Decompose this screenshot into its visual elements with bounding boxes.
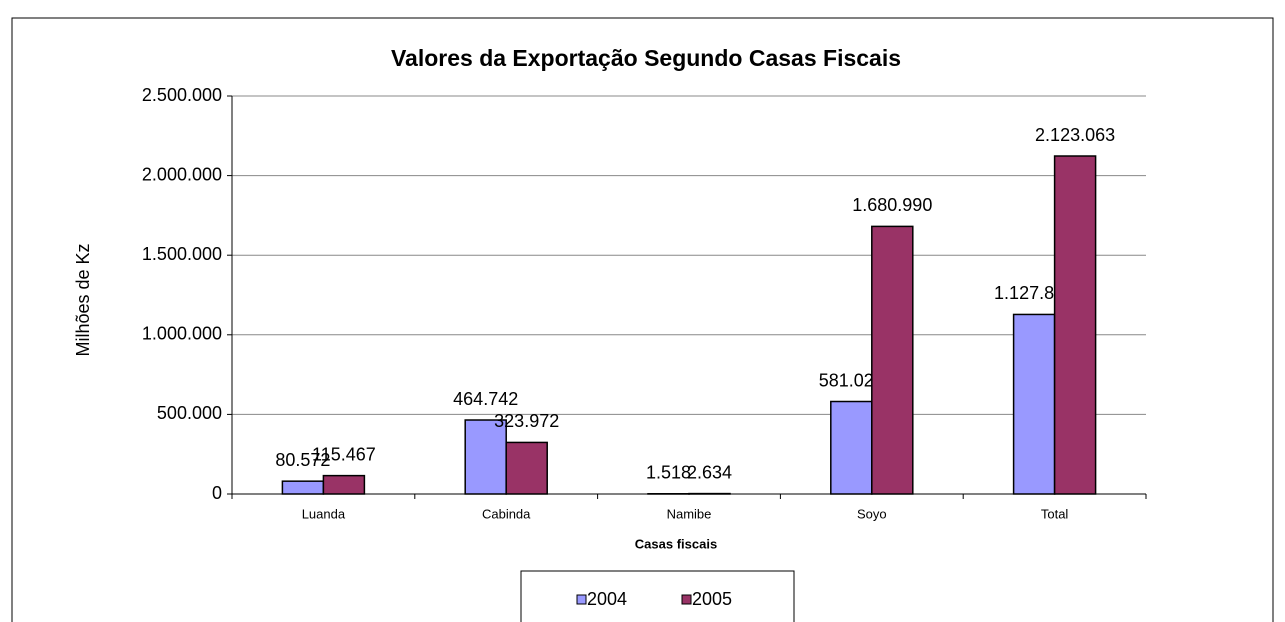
x-tick-label: Cabinda — [482, 506, 531, 521]
legend-swatch — [681, 594, 692, 605]
x-tick-label: Namibe — [667, 506, 712, 521]
bar — [830, 400, 873, 495]
x-tick-label: Luanda — [302, 506, 346, 521]
value-label: 2.634 — [687, 462, 732, 482]
bar — [281, 480, 325, 495]
value-label: 464.742 — [453, 389, 518, 409]
y-tick-label: 0 — [212, 483, 222, 503]
legend-label: 2004 — [587, 589, 627, 609]
y-tick-label: 1.500.000 — [142, 244, 222, 264]
bar — [1053, 155, 1097, 495]
bar — [464, 419, 507, 495]
bar — [505, 441, 548, 495]
bar — [871, 225, 914, 495]
value-label: 2.123.063 — [1035, 125, 1115, 145]
value-label: 80.572 — [275, 450, 330, 470]
legend-label: 2005 — [692, 589, 732, 609]
bar — [1012, 313, 1056, 495]
y-axis-title: Milhões de Kz — [73, 243, 93, 356]
x-tick-label: Soyo — [857, 506, 887, 521]
value-label: 1.518 — [646, 463, 691, 483]
value-label: 115.467 — [312, 444, 376, 464]
value-label: 323.972 — [494, 411, 559, 431]
legend-box — [520, 570, 795, 622]
x-tick-label: Total — [1041, 506, 1069, 521]
bar — [322, 474, 366, 495]
y-tick-label: 500.000 — [157, 403, 222, 423]
y-tick-label: 1.000.000 — [142, 324, 222, 344]
y-tick-label: 2.000.000 — [142, 164, 222, 184]
y-tick-label: 2.500.000 — [142, 85, 222, 105]
value-label: 1.680.990 — [852, 195, 932, 215]
value-label: 581.029 — [819, 370, 884, 390]
chart-title: Valores da Exportação Segundo Casas Fisc… — [391, 45, 901, 71]
legend-swatch — [576, 594, 587, 605]
x-axis-title: Casas fiscais — [635, 536, 717, 551]
